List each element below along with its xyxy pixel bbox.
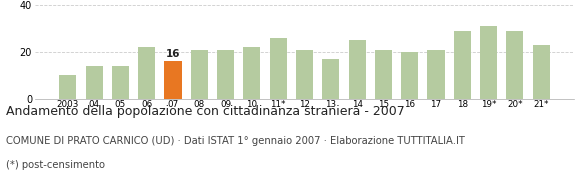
- Bar: [296, 49, 313, 99]
- Text: COMUNE DI PRATO CARNICO (UD) · Dati ISTAT 1° gennaio 2007 · Elaborazione TUTTITA: COMUNE DI PRATO CARNICO (UD) · Dati ISTA…: [6, 136, 465, 146]
- Bar: [401, 52, 418, 99]
- Bar: [454, 31, 471, 99]
- Bar: [86, 66, 103, 99]
- Text: Andamento della popolazione con cittadinanza straniera - 2007: Andamento della popolazione con cittadin…: [6, 105, 405, 118]
- Bar: [112, 66, 129, 99]
- Bar: [270, 38, 287, 99]
- Bar: [165, 61, 182, 99]
- Bar: [322, 59, 339, 99]
- Bar: [532, 45, 550, 99]
- Bar: [217, 49, 234, 99]
- Text: 16: 16: [166, 49, 180, 59]
- Bar: [349, 40, 365, 99]
- Bar: [244, 47, 260, 99]
- Bar: [480, 26, 497, 99]
- Bar: [375, 49, 392, 99]
- Bar: [506, 31, 523, 99]
- Text: (*) post-censimento: (*) post-censimento: [6, 160, 105, 170]
- Bar: [59, 75, 77, 99]
- Bar: [191, 49, 208, 99]
- Bar: [427, 49, 444, 99]
- Bar: [138, 47, 155, 99]
